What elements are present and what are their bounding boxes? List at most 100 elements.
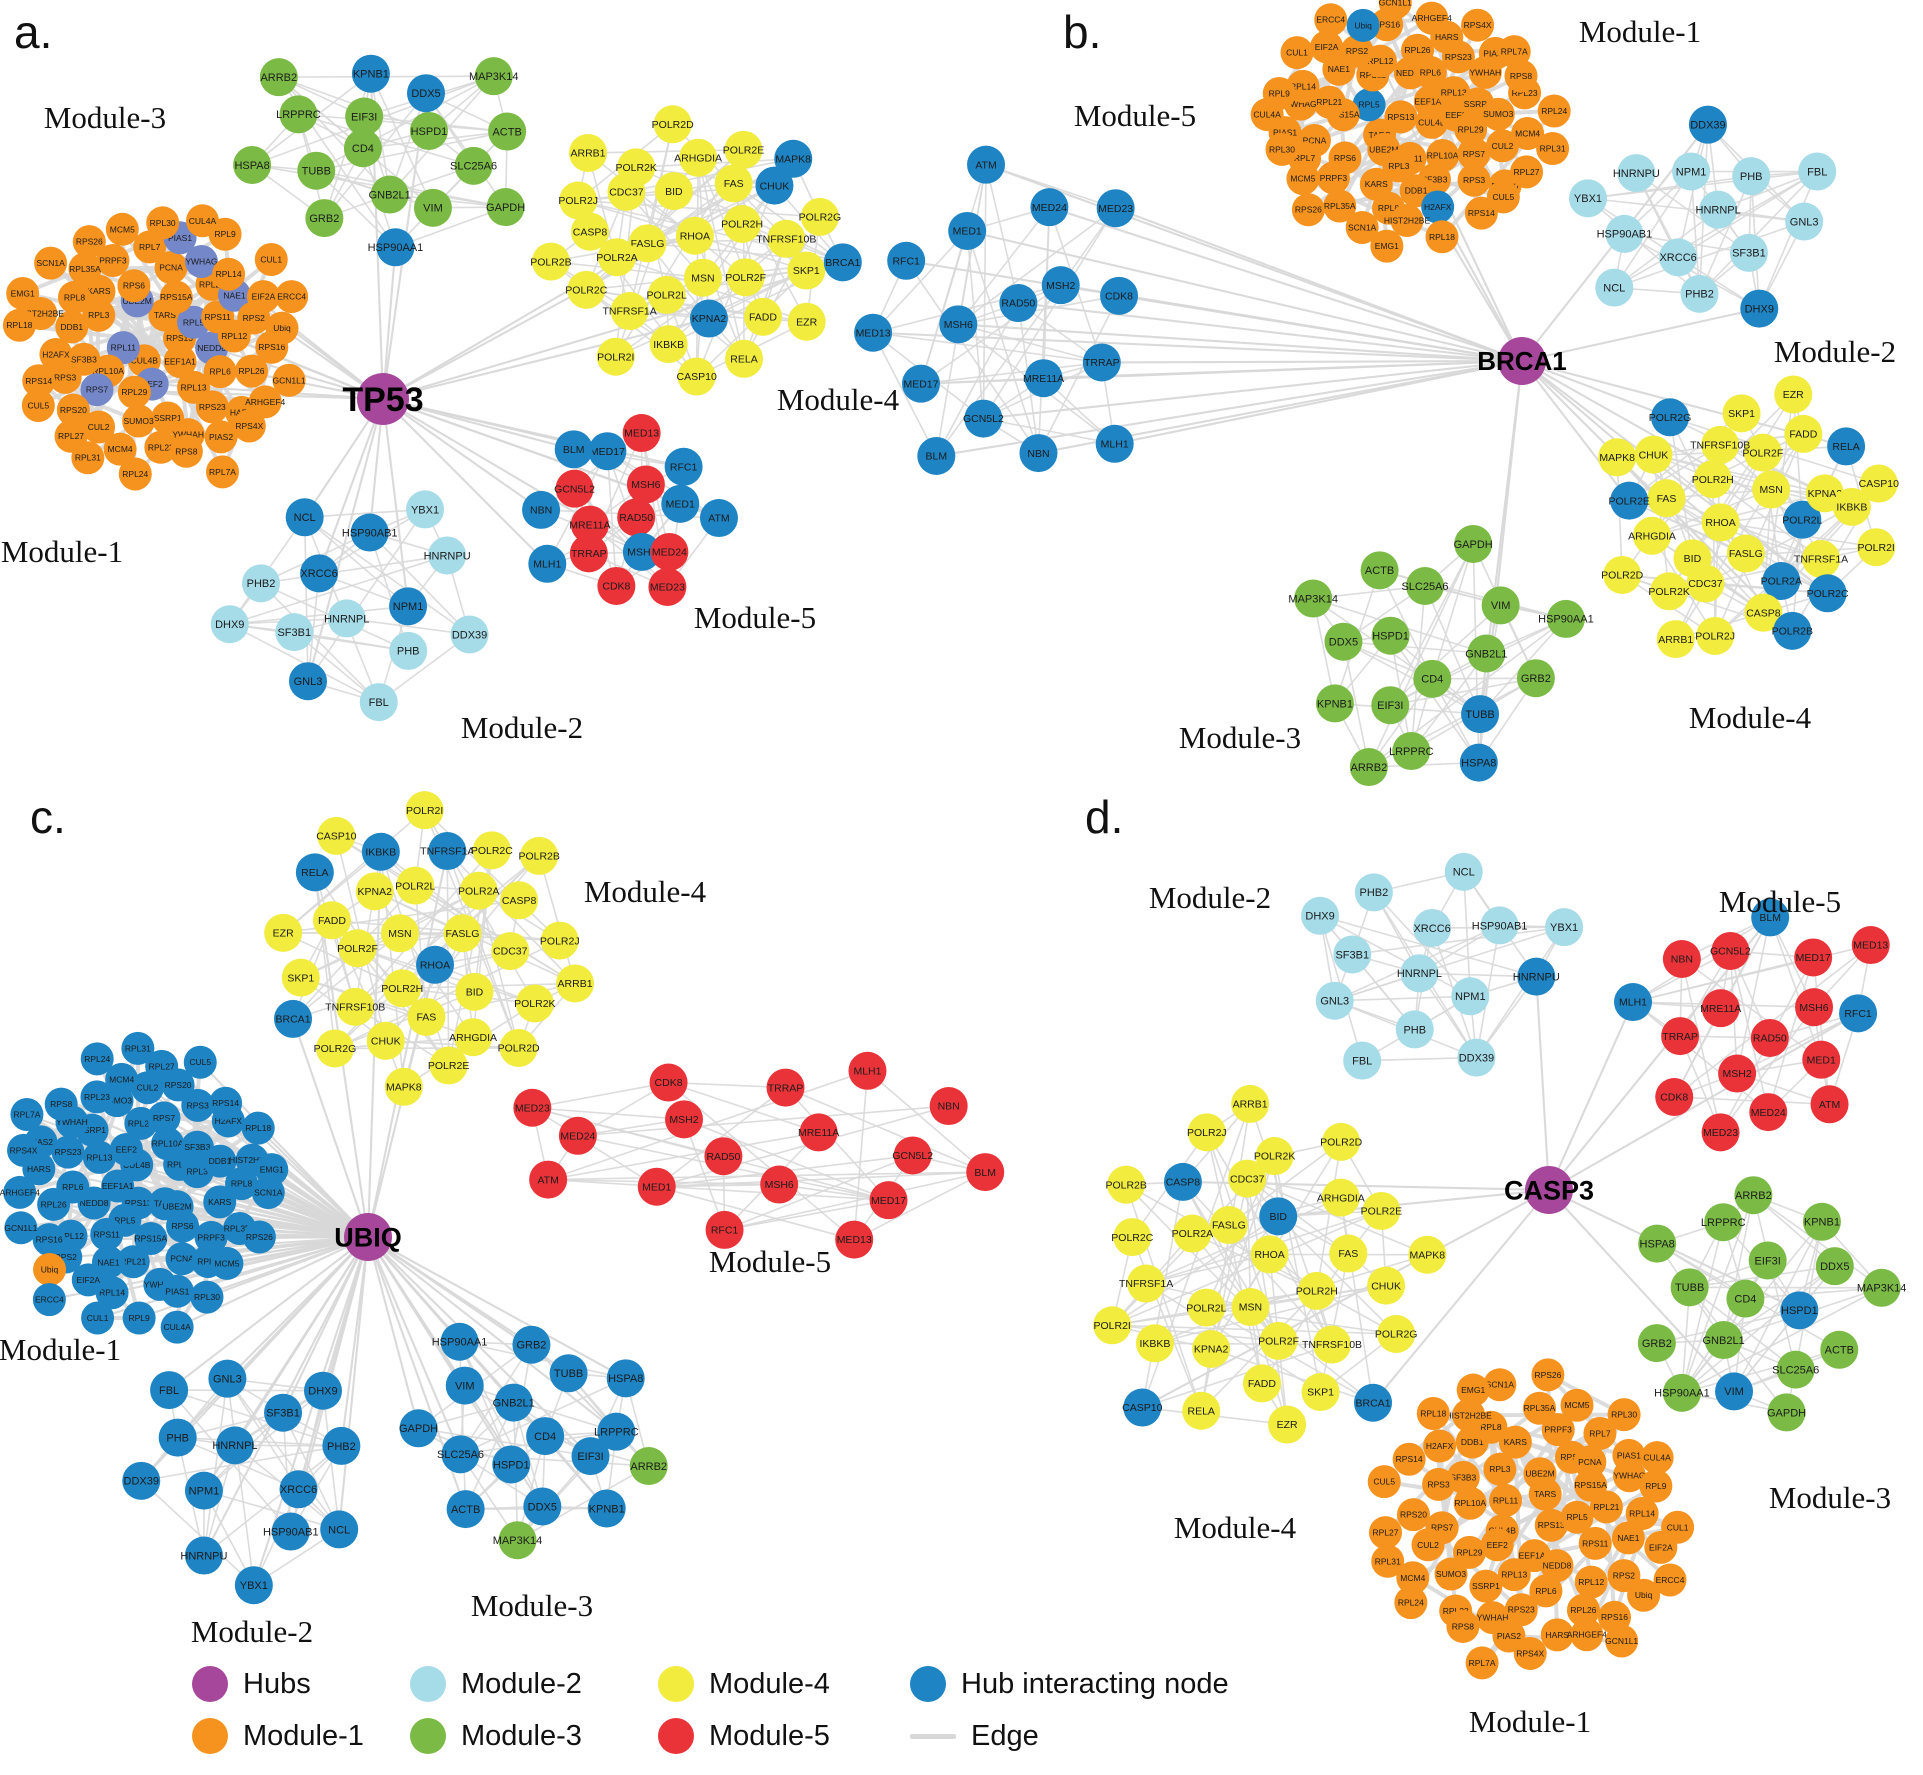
gene-node bbox=[117, 269, 151, 303]
gene-label: ACTB bbox=[451, 1504, 480, 1516]
gene-label: SCN1A bbox=[254, 1188, 283, 1198]
gene-node bbox=[320, 1510, 359, 1549]
edge bbox=[532, 1081, 669, 1109]
edge bbox=[1812, 957, 1831, 1105]
gene-node bbox=[1301, 896, 1340, 935]
gene-node bbox=[1367, 1465, 1401, 1499]
gene-node bbox=[1627, 1578, 1661, 1612]
gene-label: MSH6 bbox=[765, 1179, 794, 1191]
gene-label: SUMO3 bbox=[102, 1096, 133, 1106]
gene-node bbox=[1751, 898, 1790, 937]
gene-node bbox=[492, 1445, 531, 1484]
gene-node bbox=[1497, 1558, 1531, 1592]
gene-label: RFC1 bbox=[892, 255, 920, 267]
edge bbox=[1343, 640, 1487, 655]
gene-node bbox=[259, 58, 298, 97]
gene-label: TNFRSF1A bbox=[1794, 554, 1848, 566]
gene-label: TNFRSF10B bbox=[756, 233, 816, 245]
edge bbox=[282, 1412, 292, 1532]
gene-label: BLM bbox=[974, 1167, 996, 1179]
gene-label: HSPA8 bbox=[1461, 757, 1496, 769]
gene-label: SKP1 bbox=[793, 265, 820, 277]
gene-label: HSPD1 bbox=[1781, 1305, 1818, 1317]
gene-label: POLR2E bbox=[428, 1060, 469, 1072]
gene-node bbox=[1231, 1084, 1270, 1123]
gene-node bbox=[254, 243, 288, 277]
gene-node bbox=[1655, 1077, 1694, 1116]
module-1-node-icon bbox=[192, 1718, 228, 1754]
gene-label: ARRB2 bbox=[1735, 1190, 1772, 1202]
gene-label: NCL bbox=[328, 1524, 350, 1536]
gene-node bbox=[587, 1489, 626, 1528]
gene-node bbox=[185, 204, 219, 238]
gene-node bbox=[1093, 1306, 1132, 1345]
gene-label: CHUK bbox=[1639, 449, 1669, 461]
gene-label: DDX5 bbox=[1329, 637, 1358, 649]
gene-node bbox=[37, 1187, 71, 1221]
gene-label: RPL10A bbox=[92, 366, 124, 376]
gene-node bbox=[445, 1366, 484, 1405]
gene-node bbox=[1617, 154, 1656, 193]
gene-label: RPS11 bbox=[1582, 1538, 1609, 1548]
module-label: Module-5 bbox=[694, 600, 816, 635]
gene-label: HSP90AB1 bbox=[1472, 920, 1528, 932]
hub-node-icon bbox=[192, 1666, 228, 1702]
gene-node bbox=[1832, 487, 1871, 526]
gene-label: RPS8 bbox=[1452, 1621, 1474, 1631]
edge bbox=[1246, 1178, 1252, 1308]
gene-label: RPS4X bbox=[235, 421, 263, 431]
hub-edge bbox=[1521, 360, 1631, 502]
edge bbox=[1698, 170, 1818, 295]
gene-label: CUL4A bbox=[163, 1322, 191, 1332]
gene-label: MAP3K14 bbox=[1288, 593, 1338, 605]
gene-node bbox=[163, 344, 197, 378]
nodes-layer: RPS13CUL4BTARSEEF1A1RPL11RPL5EEF2UBE2MNE… bbox=[2, 54, 862, 722]
gene-label: KARS bbox=[1365, 179, 1388, 189]
hub-edge bbox=[318, 398, 384, 574]
gene-node bbox=[1187, 1288, 1226, 1327]
gene-node bbox=[1340, 34, 1374, 68]
gene-node bbox=[1401, 33, 1435, 67]
gene-node bbox=[181, 1088, 215, 1122]
gene-label: GCN1L1 bbox=[4, 1223, 37, 1233]
edge bbox=[334, 1047, 519, 1050]
gene-node bbox=[183, 1045, 217, 1079]
gene-node bbox=[1638, 1224, 1677, 1263]
gene-node bbox=[443, 914, 482, 953]
gene-node bbox=[351, 54, 390, 93]
edge bbox=[424, 809, 561, 942]
gene-label: CD4 bbox=[1421, 674, 1443, 686]
gene-label: RPL13 bbox=[1441, 88, 1467, 98]
gene-label: NAE1 bbox=[1617, 1533, 1639, 1543]
gene-label: ERCC4 bbox=[35, 1295, 64, 1305]
gene-node bbox=[454, 146, 493, 185]
gene-node bbox=[528, 544, 567, 583]
gene-label: ATM bbox=[975, 159, 996, 171]
gene-label: BID bbox=[1269, 1211, 1287, 1223]
edge bbox=[1037, 295, 1120, 454]
gene-label: POLR2A bbox=[596, 252, 637, 264]
gene-label: MSH2 bbox=[669, 1114, 698, 1126]
hub-node-BRCA1 bbox=[1498, 337, 1546, 385]
gene-node bbox=[1378, 0, 1412, 20]
gene-node bbox=[10, 1098, 44, 1132]
gene-label: RPL5 bbox=[1358, 100, 1380, 110]
gene-label: SF3B1 bbox=[277, 627, 311, 639]
gene-node bbox=[500, 881, 539, 920]
gene-label: MRE11A bbox=[1700, 1003, 1741, 1015]
gene-label: PHB2 bbox=[327, 1441, 356, 1453]
gene-node bbox=[459, 871, 498, 910]
gene-node bbox=[1522, 1391, 1556, 1425]
gene-node bbox=[1294, 579, 1333, 618]
gene-node bbox=[1446, 1609, 1480, 1643]
gene-label: POLR2D bbox=[498, 1043, 540, 1055]
hub-edge bbox=[1278, 1188, 1550, 1218]
gene-node bbox=[1704, 1321, 1743, 1360]
gene-label: FASLG bbox=[446, 928, 480, 940]
gene-label: RPS14 bbox=[1396, 1454, 1423, 1464]
edge bbox=[743, 216, 821, 360]
gene-node bbox=[1371, 1544, 1405, 1578]
edge bbox=[1334, 995, 1471, 1002]
gene-node bbox=[1647, 479, 1686, 518]
gene-label: PHB2 bbox=[247, 578, 276, 590]
